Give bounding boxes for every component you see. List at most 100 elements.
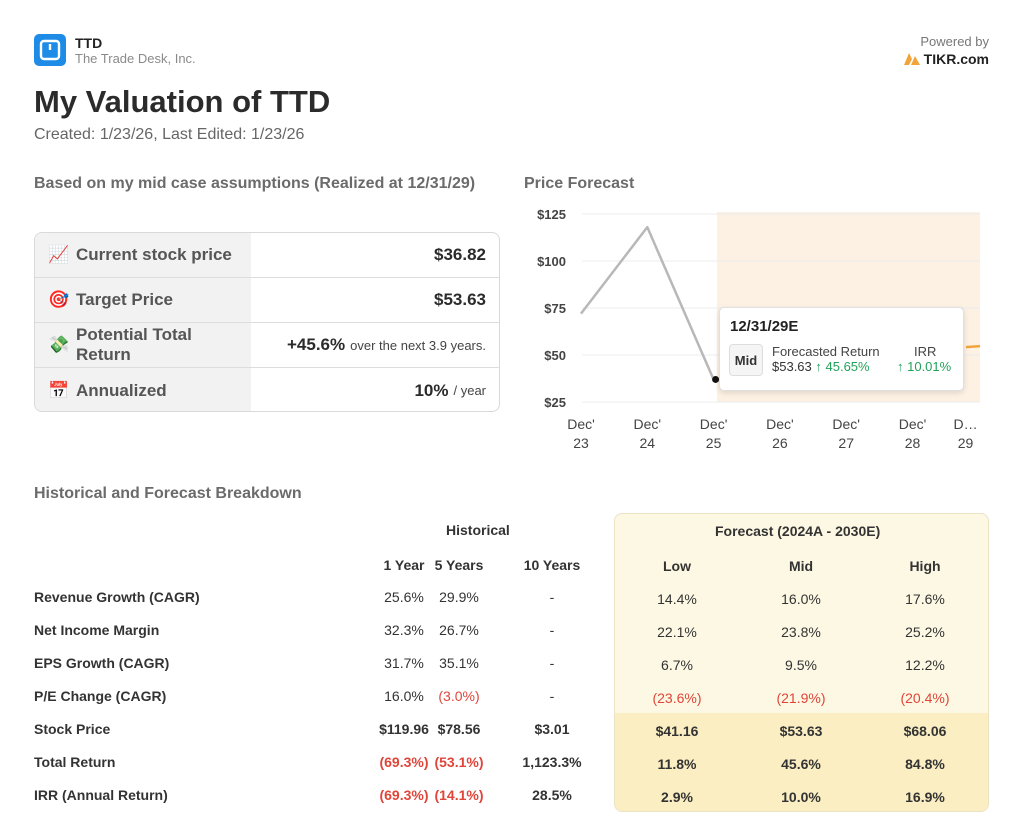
column-header: High (909, 558, 941, 574)
powered-by-label: Powered by (920, 34, 989, 49)
table-cell: 25.6% (384, 589, 424, 605)
row-label: P/E Change (CAGR) (34, 688, 167, 704)
tooltip-forecasted-return: $53.63 ↑ 45.65% (772, 359, 870, 374)
x-tick-label: Dec' (634, 416, 662, 432)
tikr-brand[interactable]: TIKR.com (903, 51, 989, 67)
forecast-panel (614, 513, 989, 812)
current-price-point (712, 375, 720, 383)
company-name: The Trade Desk, Inc. (75, 51, 196, 66)
column-header: 5 Years (434, 557, 484, 573)
table-cell: (3.0%) (438, 688, 480, 704)
table-cell: - (549, 655, 555, 671)
ttd-logo (34, 34, 66, 66)
page-title: My Valuation of TTD (34, 84, 331, 119)
table-cell: - (549, 688, 555, 704)
x-tick-label: Dec' (700, 416, 728, 432)
forecast-price-line (965, 344, 981, 349)
table-cell: $53.63 (779, 723, 823, 739)
summary-suffix: / year (453, 383, 486, 398)
table-cell: 16.0% (384, 688, 424, 704)
column-header: 10 Years (523, 557, 581, 573)
x-tick-label: Dec' (899, 416, 927, 432)
table-cell: 45.6% (781, 756, 821, 772)
tooltip-irr: ↑ 10.01% (897, 359, 952, 374)
chart-increasing-icon: 📈 (48, 245, 70, 264)
tikr-logo-icon (903, 53, 920, 65)
table-cell: 6.7% (661, 657, 693, 673)
x-tick-label: 26 (772, 435, 788, 451)
summary-row-target-price: 🎯 Target Price $53.63 (35, 278, 499, 323)
row-label: Stock Price (34, 721, 111, 737)
table-cell: (69.3%) (379, 754, 429, 770)
table-cell: $119.96 (379, 721, 429, 737)
tooltip-price: $53.63 (772, 359, 812, 374)
row-label: Revenue Growth (CAGR) (34, 589, 200, 605)
table-cell: 84.8% (905, 756, 945, 772)
summary-label: Annualized (76, 380, 167, 400)
table-cell: (14.1%) (434, 787, 484, 803)
y-tick-label: $25 (544, 395, 566, 410)
table-cell: 16.0% (781, 591, 821, 607)
x-tick-label: 23 (573, 435, 589, 451)
table-cell: $41.16 (655, 723, 699, 739)
y-tick-label: $75 (544, 301, 566, 316)
table-cell: 31.7% (384, 655, 424, 671)
chart-tooltip: 12/31/29E Mid Forecasted Return $53.63 ↑… (719, 307, 964, 391)
column-header: Low (663, 558, 691, 574)
x-tick-label: D… (953, 416, 977, 432)
tooltip-case-badge: Mid (729, 344, 763, 376)
summary-label: Potential Total Return (76, 325, 192, 364)
created-date: Created: 1/23/26, Last Edited: 1/23/26 (34, 126, 305, 143)
x-tick-label: 24 (640, 435, 656, 451)
table-cell: (69.3%) (379, 787, 429, 803)
tooltip-irr-label: IRR (914, 344, 937, 359)
summary-value: $36.82 (434, 245, 486, 264)
table-cell: 28.5% (532, 787, 572, 803)
table-cell: 9.5% (785, 657, 817, 673)
table-cell: 2.9% (661, 789, 693, 805)
table-cell: 11.8% (657, 756, 697, 772)
x-tick-label: 27 (838, 435, 854, 451)
summary-suffix: over the next 3.9 years. (350, 337, 486, 353)
table-cell: (23.6%) (652, 690, 702, 706)
x-tick-label: Dec' (567, 416, 595, 432)
row-label: IRR (Annual Return) (34, 787, 168, 803)
table-cell: $78.56 (437, 721, 481, 737)
table-cell: (20.4%) (900, 690, 950, 706)
summary-heading: Based on my mid case assumptions (Realiz… (34, 175, 476, 192)
table-cell: $3.01 (534, 721, 570, 737)
power-icon (39, 39, 61, 61)
y-tick-label: $125 (537, 207, 566, 222)
table-cell: 32.3% (384, 622, 424, 638)
summary-label: Target Price (76, 290, 174, 309)
table-cell: - (549, 622, 555, 638)
x-tick-label: 29 (958, 435, 974, 451)
y-tick-label: $100 (537, 254, 566, 269)
money-icon: 💸 (48, 335, 70, 354)
forecast-header: Forecast (2024A - 2030E) (715, 523, 881, 539)
summary-value: +45.6% (287, 335, 346, 354)
column-header: 1 Year (383, 557, 425, 573)
table-cell: 29.9% (439, 589, 479, 605)
y-tick-label: $50 (544, 348, 566, 363)
x-tick-label: 28 (905, 435, 921, 451)
table-cell: 17.6% (905, 591, 945, 607)
table-cell: 23.8% (781, 624, 821, 640)
chart-heading: Price Forecast (524, 175, 635, 192)
table-cell: $68.06 (903, 723, 947, 739)
tooltip-date: 12/31/29E (730, 318, 799, 335)
table-cell: 1,123.3% (522, 754, 582, 770)
table-cell: 35.1% (439, 655, 479, 671)
x-tick-label: Dec' (832, 416, 860, 432)
historical-header: Historical (446, 522, 510, 538)
summary-value: $53.63 (434, 290, 486, 309)
x-tick-label: 25 (706, 435, 722, 451)
table-cell: (21.9%) (776, 690, 826, 706)
summary-row-current-price: 📈 Current stock price $36.82 (35, 233, 499, 278)
tikr-brand-text: TIKR.com (923, 51, 989, 67)
summary-row-total-return: 💸 Potential Total Return +45.6% over the… (35, 323, 499, 368)
summary-table: 📈 Current stock price $36.82 🎯 Target Pr… (34, 232, 500, 412)
table-cell: 16.9% (905, 789, 945, 805)
table-cell: 12.2% (905, 657, 945, 673)
table-cell: 22.1% (657, 624, 697, 640)
